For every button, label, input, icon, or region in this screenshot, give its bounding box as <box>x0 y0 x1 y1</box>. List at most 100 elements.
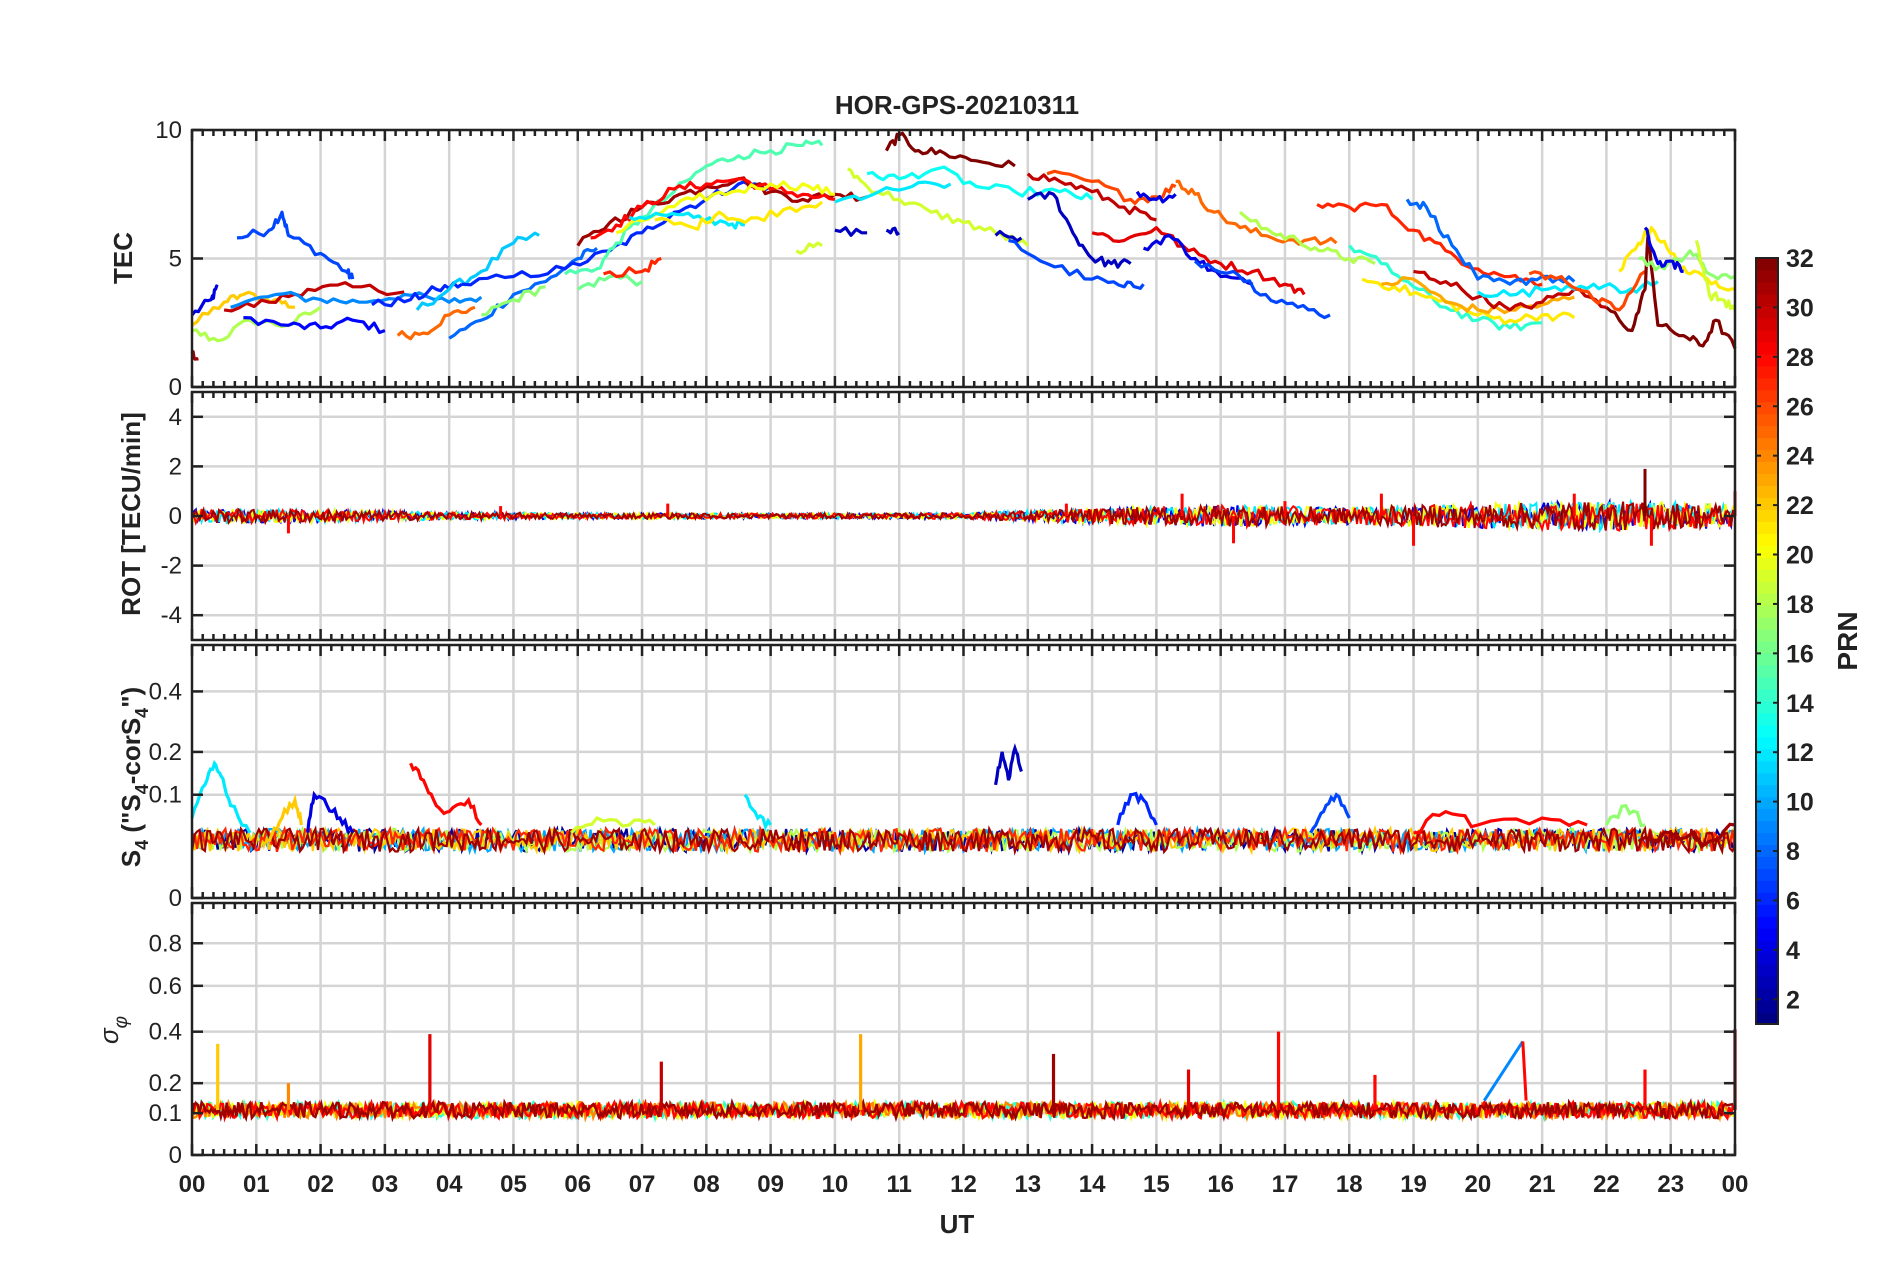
y-tick-label: 0.1 <box>149 1100 182 1127</box>
tec-series-line <box>994 229 1023 243</box>
tec-series-line <box>576 273 643 291</box>
colorbar-swatch <box>1756 724 1778 738</box>
x-tick-label: 00 <box>1722 1171 1749 1198</box>
colorbar-swatch <box>1756 856 1778 870</box>
colorbar-swatch <box>1756 581 1778 594</box>
colorbar-swatch <box>1756 353 1778 367</box>
colorbar-frame <box>1755 257 1779 1025</box>
data-series <box>190 131 1737 361</box>
y-tick-label: 4 <box>169 404 182 431</box>
colorbar-swatch <box>1756 329 1778 343</box>
x-tick-label: 19 <box>1400 1171 1427 1198</box>
tec-series-line <box>191 290 295 327</box>
colorbar-swatch <box>1756 305 1778 319</box>
x-tick-label: 09 <box>757 1171 784 1198</box>
s4-event-line <box>1637 822 1736 849</box>
colorbar-tick-label: 4 <box>1786 937 1800 965</box>
tec-series-line <box>795 241 823 255</box>
tec-series-line <box>564 139 824 276</box>
colorbar-swatch <box>1756 377 1778 391</box>
y-tick-label: 0.2 <box>149 739 182 766</box>
tec-series-line <box>1008 238 1145 290</box>
s4-event-line <box>994 743 1023 786</box>
colorbar-tick-label: 26 <box>1786 393 1814 421</box>
tec-series-line <box>481 285 546 317</box>
x-tick-label: 23 <box>1657 1171 1684 1198</box>
y-tick-label: 5 <box>169 246 182 273</box>
colorbar-swatch <box>1756 281 1778 295</box>
y-tick-label: 0.4 <box>149 678 182 705</box>
colorbar-swatch <box>1756 928 1778 941</box>
colorbar-swatch <box>1756 748 1778 762</box>
sigma-phi-panel: 0 0.1 0.2 0.4 0.6 0.8 <box>149 901 1737 1169</box>
tec-series-line <box>1091 226 1306 296</box>
sigma-phi-ylabel: σφ <box>94 1016 132 1044</box>
colorbar-tick-label: 22 <box>1786 492 1814 520</box>
tec-series-line <box>1175 179 1338 246</box>
tec-series-line <box>1618 226 1736 292</box>
y-tick-label: 0.2 <box>149 1070 182 1097</box>
tec-series-line <box>590 177 836 240</box>
colorbar-tick-label: 16 <box>1786 640 1814 668</box>
colorbar-swatch <box>1756 485 1778 498</box>
x-tick-label: 13 <box>1014 1171 1041 1198</box>
colorbar-swatch <box>1756 844 1778 858</box>
rot-noise-line <box>191 501 1735 533</box>
colorbar-swatch <box>1756 784 1778 798</box>
x-tick-label: 00 <box>179 1171 206 1198</box>
tec-series-line <box>628 211 746 230</box>
colorbar-swatch <box>1756 293 1778 307</box>
y-tick-label: 0 <box>169 374 182 401</box>
minor-ticks <box>190 392 1737 640</box>
colorbar-swatch <box>1756 676 1778 690</box>
tec-series-line <box>1238 210 1376 266</box>
minor-ticks <box>190 903 1737 1157</box>
colorbar-swatch <box>1756 892 1778 905</box>
tec-series-line <box>243 316 386 335</box>
rot-panel: -4 -2 0 2 4 <box>161 390 1737 642</box>
y-tick-label: -2 <box>161 553 182 580</box>
colorbar-swatch <box>1756 688 1778 702</box>
colorbar-swatch <box>1756 365 1778 379</box>
colorbar-swatch <box>1756 868 1778 881</box>
sigma-segment <box>1521 1041 1528 1101</box>
x-tick-label: 02 <box>307 1171 334 1198</box>
tec-series-line <box>846 167 1029 247</box>
colorbar-swatch <box>1756 317 1778 331</box>
tec-series-line <box>230 290 483 309</box>
colorbar-swatch <box>1756 413 1778 427</box>
s4-event-line <box>190 759 252 834</box>
data-series <box>191 468 1737 546</box>
tec-series-line <box>1143 233 1254 286</box>
s4-event-line <box>1309 792 1351 834</box>
colorbar-swatch <box>1756 832 1778 846</box>
tec-panel: 0 5 10 <box>155 117 1737 401</box>
colorbar-swatch <box>1756 425 1778 439</box>
tec-series-line <box>236 210 355 280</box>
s4-event-line <box>570 816 656 834</box>
colorbar-tick-label: 30 <box>1786 294 1814 322</box>
colorbar-swatch <box>1756 952 1778 965</box>
x-tick-label: 12 <box>950 1171 977 1198</box>
colorbar-tick-label: 28 <box>1786 344 1814 372</box>
y-tick-label: -4 <box>161 602 182 629</box>
colorbar-swatch <box>1756 700 1778 714</box>
tec-series-line <box>885 226 901 236</box>
colorbar-tick-label: 8 <box>1786 838 1800 866</box>
rot-ylabel: ROT [TECU/min] <box>116 412 146 616</box>
colorbar-swatch <box>1756 269 1778 283</box>
colorbar-swatch <box>1756 461 1778 475</box>
tec-series-line <box>1694 240 1737 311</box>
tec-series-line <box>1135 190 1177 204</box>
tec-series-line <box>603 256 662 279</box>
colorbar-swatch <box>1756 641 1778 654</box>
colorbar-tick-label: 12 <box>1786 739 1814 767</box>
x-tick-label: 03 <box>372 1171 399 1198</box>
y-tick-label: 10 <box>155 117 182 144</box>
s4-noise-line <box>190 824 1736 856</box>
colorbar-swatch <box>1756 880 1778 893</box>
tec-series-line <box>654 200 824 231</box>
tec-series-line <box>1046 169 1177 205</box>
